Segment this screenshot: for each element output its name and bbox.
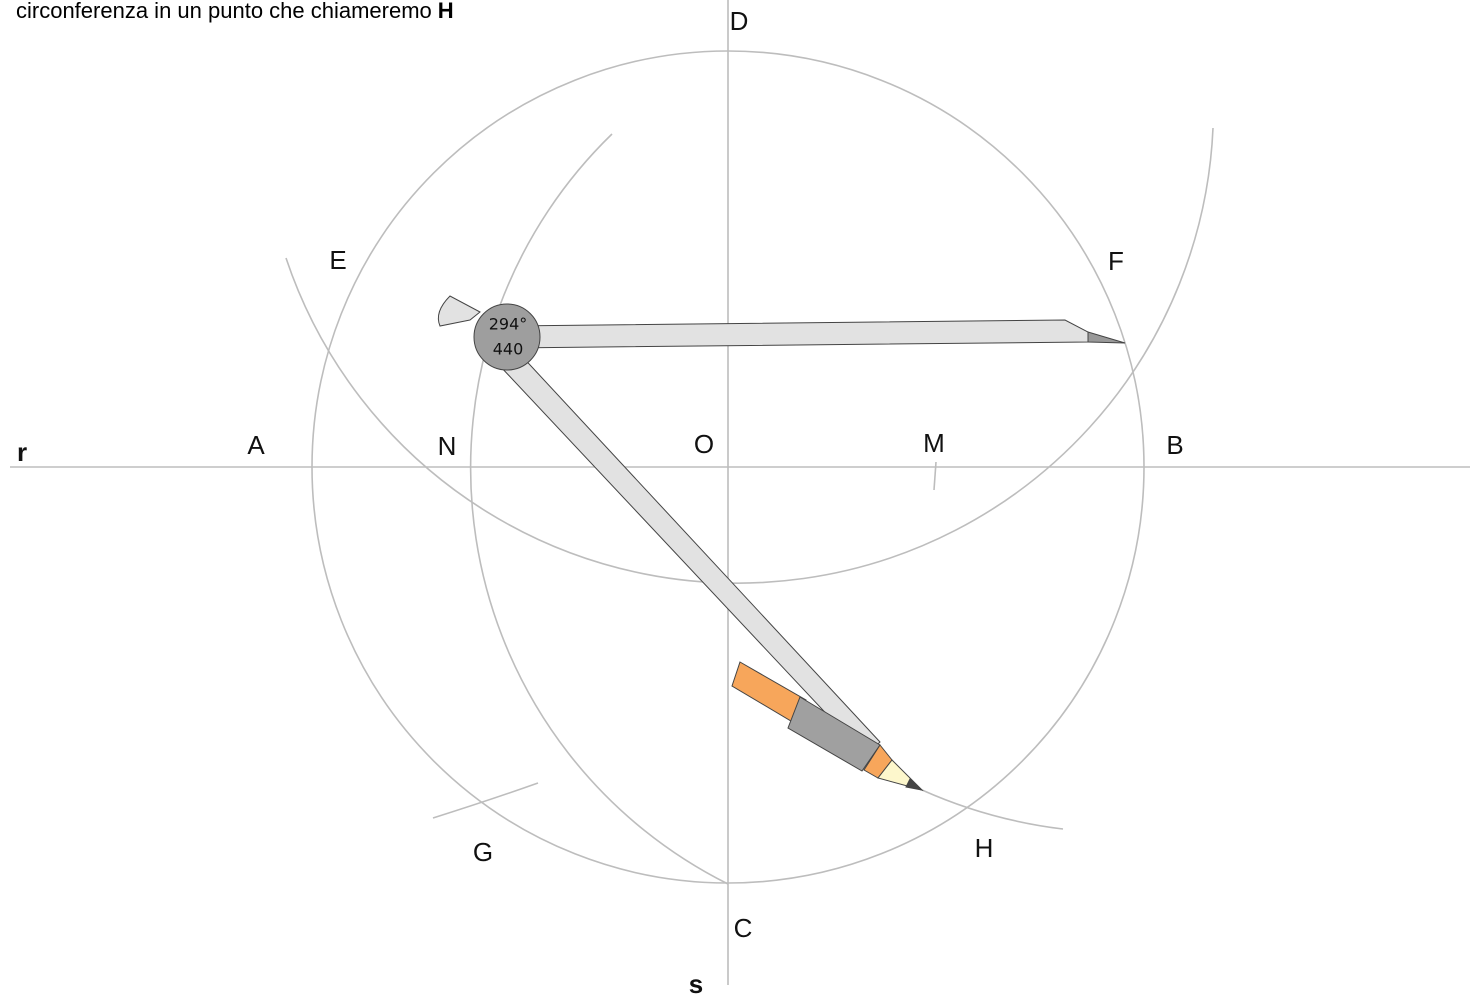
arc-h (921, 789, 1064, 830)
label-f: F (1108, 246, 1124, 276)
instruction-text: circonferenza in un punto che chiameremo (16, 0, 432, 23)
arc-nc (469, 133, 729, 885)
pencil-grip (787, 696, 881, 772)
needle-arm (506, 319, 1089, 349)
main-circle (311, 50, 1145, 884)
label-a: A (247, 430, 265, 460)
pencil-arm (499, 351, 881, 757)
label-g: G (473, 837, 493, 867)
instruction-bold: H (438, 0, 454, 23)
compass-angle: 294° (489, 315, 528, 334)
compass (437, 295, 1126, 791)
label-m: M (923, 428, 945, 458)
tick-m (933, 461, 937, 491)
label-d: D (730, 6, 749, 36)
label-b: B (1166, 430, 1183, 460)
label-c: C (734, 913, 753, 943)
label-n: N (438, 431, 457, 461)
handle (437, 295, 481, 327)
label-o: O (694, 429, 714, 459)
label-r: r (17, 437, 27, 467)
label-h: H (975, 833, 994, 863)
needle (1087, 331, 1126, 344)
arc-ef (285, 127, 1214, 584)
arc-g (432, 782, 539, 819)
label-s: s (689, 969, 703, 999)
pencil-lead (905, 778, 924, 791)
label-e: E (329, 245, 346, 275)
instruction: circonferenza in un punto che chiameremo… (16, 0, 454, 23)
pivot (473, 303, 541, 371)
compass-radius: 440 (493, 340, 524, 359)
